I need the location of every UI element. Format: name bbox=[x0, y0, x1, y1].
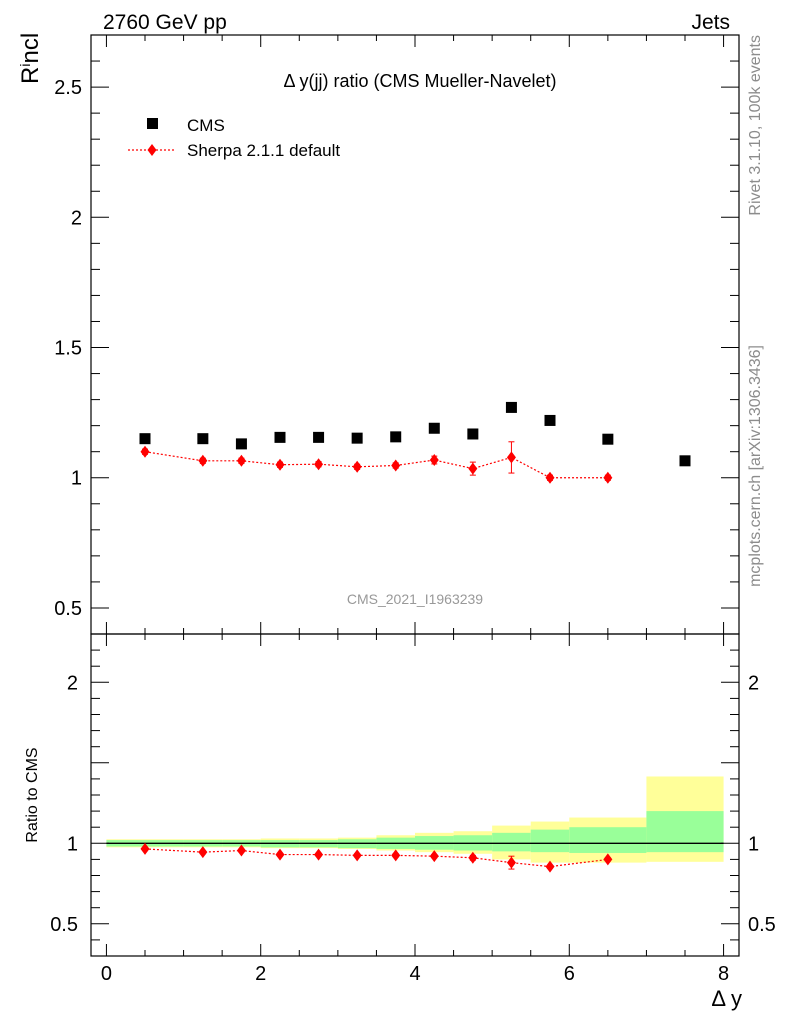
legend-cms-marker bbox=[147, 118, 158, 129]
cms-point bbox=[139, 433, 151, 445]
mcplots-label: mcplots.cern.ch [arXiv:1306.3436] bbox=[747, 345, 764, 587]
sherpa-point bbox=[603, 471, 613, 484]
y-tick-label: 0.5 bbox=[50, 914, 78, 936]
uncertainty-band-green bbox=[530, 829, 570, 853]
legend-cms-label: CMS bbox=[187, 116, 225, 135]
ratio-frame bbox=[90, 633, 740, 957]
y-tick-label-right: 0.5 bbox=[748, 914, 776, 936]
x-tick-label: 4 bbox=[409, 963, 420, 985]
y-tick-label-right: 2 bbox=[748, 672, 759, 694]
x-tick-label: 6 bbox=[564, 963, 575, 985]
cms-point bbox=[390, 431, 402, 443]
legend: CMS Sherpa 2.1.1 default bbox=[128, 116, 340, 160]
uncertainty-band-green bbox=[646, 811, 724, 853]
cms-point bbox=[313, 431, 325, 443]
ratio-point bbox=[314, 848, 324, 861]
sherpa-point bbox=[275, 458, 285, 471]
cms-point bbox=[679, 455, 691, 467]
cms-point bbox=[602, 433, 614, 445]
y-tick-label: 2 bbox=[71, 207, 82, 229]
y-tick-label: 2.5 bbox=[54, 77, 82, 99]
sherpa-point bbox=[140, 445, 150, 458]
x-axis-label: Δ y bbox=[711, 986, 742, 1011]
sherpa-point bbox=[545, 471, 555, 484]
sherpa-point bbox=[429, 454, 439, 467]
cms-point bbox=[505, 401, 517, 413]
x-tick-label: 0 bbox=[101, 963, 112, 985]
ratio-line bbox=[144, 848, 608, 868]
sherpa-point bbox=[236, 454, 246, 467]
y-tick-label: 1.5 bbox=[54, 338, 82, 360]
sherpa-point bbox=[468, 462, 478, 475]
ratio-point bbox=[506, 856, 516, 869]
x-tick-label: 2 bbox=[255, 963, 266, 985]
rivet-label: Rivet 3.1.10, 100k events bbox=[747, 35, 764, 216]
uncertainty-band-green bbox=[492, 832, 531, 852]
ratio-point bbox=[140, 842, 150, 855]
cms-point bbox=[428, 422, 440, 434]
ratio-point bbox=[236, 844, 246, 857]
y-tick-label-right: 1 bbox=[748, 833, 759, 855]
cms-point bbox=[274, 431, 286, 443]
sherpa-point bbox=[506, 451, 516, 464]
chart-title: Δ y(jj) ratio (CMS Mueller-Navelet) bbox=[283, 71, 556, 91]
sherpa-point bbox=[391, 459, 401, 472]
y-tick-label: 1 bbox=[67, 833, 78, 855]
cms-point bbox=[235, 438, 247, 450]
ratio-point bbox=[198, 846, 208, 859]
sherpa-point bbox=[352, 460, 362, 473]
sherpa-point bbox=[198, 454, 208, 467]
x-tick-label: 8 bbox=[718, 963, 729, 985]
legend-sherpa-label: Sherpa 2.1.1 default bbox=[187, 141, 340, 160]
y-tick-label: 2 bbox=[67, 672, 78, 694]
cms-point bbox=[351, 432, 363, 444]
ratio-point bbox=[275, 848, 285, 861]
sherpa-line bbox=[144, 451, 608, 479]
y-tick-label: 0.5 bbox=[54, 598, 82, 620]
ratio-point bbox=[352, 849, 362, 862]
ratio-point bbox=[468, 851, 478, 864]
ratio-point bbox=[603, 853, 613, 866]
ratio-point bbox=[391, 849, 401, 862]
ratio-panel: 0.5 0.5 1 1 2 2 0 2 4 6 8 Ratio to CMS Δ y bbox=[24, 633, 776, 1011]
cms-point bbox=[197, 433, 209, 445]
main-panel: 0.5 1 1.5 2 2.5 Δ y(jj) ratio (CMS Mueller-N… bbox=[17, 33, 740, 635]
cms-point bbox=[544, 414, 556, 426]
cms-point bbox=[467, 428, 479, 440]
y-tick-label: 1 bbox=[71, 468, 82, 490]
legend-sherpa-marker bbox=[147, 144, 157, 156]
ratio-y-label: Ratio to CMS bbox=[24, 747, 41, 842]
header-right: Jets bbox=[691, 11, 730, 34]
header-left: 2760 GeV pp bbox=[103, 11, 227, 34]
sherpa-point bbox=[314, 458, 324, 471]
uncertainty-band-green bbox=[569, 827, 647, 853]
ratio-point bbox=[429, 850, 439, 863]
y-axis-label: Rincl bbox=[17, 33, 44, 84]
ratio-point bbox=[545, 860, 555, 873]
watermark: CMS_2021_I1963239 bbox=[347, 591, 483, 607]
